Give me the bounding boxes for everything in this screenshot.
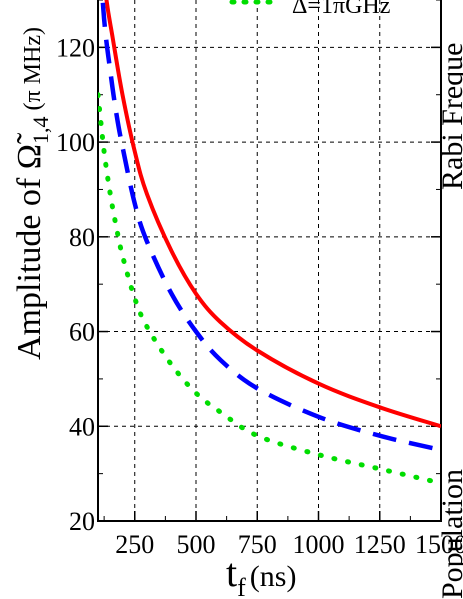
x-tick-label: 1000 xyxy=(293,530,345,559)
series-green-dotted xyxy=(98,92,441,486)
side-labels: Rabi Freque Population xyxy=(436,43,463,599)
x-tick-label: 1500 xyxy=(415,530,463,559)
axis-ticks xyxy=(98,0,442,522)
y-tick-label: 100 xyxy=(56,128,95,157)
y-tick-label: 120 xyxy=(56,33,95,62)
series-red-solid xyxy=(104,0,441,429)
x-axis-title-main: t xyxy=(226,550,237,595)
y-tick-label: 20 xyxy=(69,507,95,536)
y-axis-title-main: Amplitude of xyxy=(11,169,48,360)
x-tick-label: 1250 xyxy=(354,530,406,559)
y-tick-label: 40 xyxy=(69,412,95,441)
grid-lines xyxy=(98,0,441,521)
series-blue-dashed xyxy=(100,0,441,453)
plot-frame xyxy=(97,0,442,522)
x-axis-title-unit: (ns) xyxy=(250,560,297,593)
y-axis-title-sub: 1,4 xyxy=(28,116,53,144)
legend-label: Δ=1πGHz xyxy=(292,0,390,19)
x-tick-label: 500 xyxy=(177,530,216,559)
y-tick-label: 80 xyxy=(69,223,95,252)
x-axis-title: tf (ns) xyxy=(226,550,296,599)
x-tick-label: 750 xyxy=(238,530,277,559)
side-label-rabi: Rabi Freque xyxy=(436,43,463,190)
tick-labels: 250 500 750 1000 1250 1500 20 40 60 80 100 120 xyxy=(56,33,463,559)
series-lines xyxy=(98,0,441,486)
y-axis-title-unit: (π MHz) xyxy=(20,27,46,116)
y-axis-title: Amplitude of Ω̃1,4 (π MHz) xyxy=(11,27,53,360)
x-axis-title-sub: f xyxy=(237,573,246,599)
legend: Δ=1πGHz xyxy=(229,0,390,19)
x-tick-label: 250 xyxy=(115,530,154,559)
side-label-population: Population xyxy=(436,469,463,599)
y-tick-label: 60 xyxy=(69,318,95,347)
